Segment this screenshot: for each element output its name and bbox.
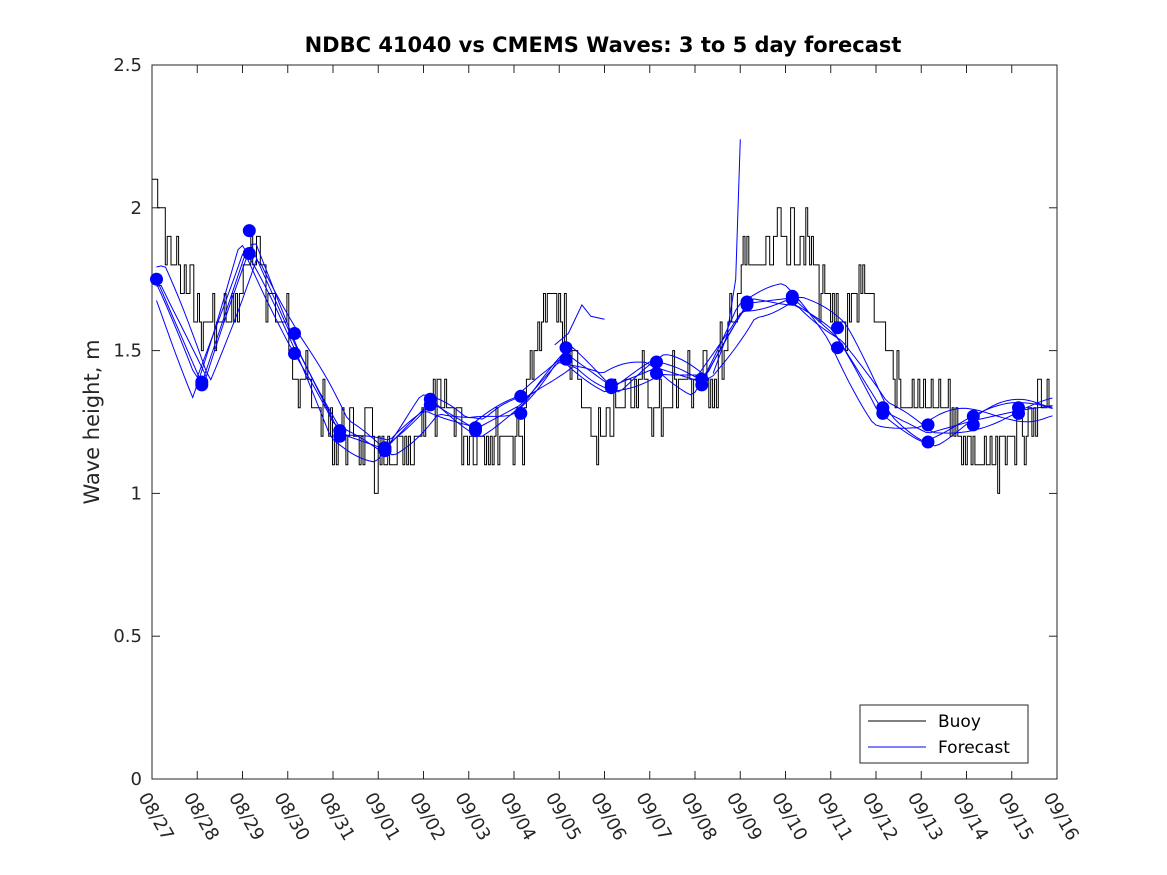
x-tick-label: 09/10 xyxy=(767,789,811,844)
forecast-marker xyxy=(378,444,392,458)
forecast-marker xyxy=(514,406,528,420)
forecast-marker xyxy=(921,418,935,432)
forecast-spike-line xyxy=(712,139,741,374)
legend-forecast-label: Forecast xyxy=(938,738,1010,758)
forecast-marker xyxy=(740,298,754,312)
forecast-marker xyxy=(604,381,618,395)
forecast-marker xyxy=(831,321,844,335)
x-tick-label: 09/14 xyxy=(948,789,992,844)
x-tick-label: 09/08 xyxy=(677,789,721,844)
forecast-series-line xyxy=(156,253,1053,450)
x-tick-label: 08/31 xyxy=(315,789,359,844)
forecast-series-line xyxy=(156,259,1053,456)
forecast-marker xyxy=(288,327,301,340)
forecast-marker xyxy=(469,424,482,438)
legend-box xyxy=(859,704,1029,764)
forecast-marker xyxy=(514,389,528,403)
y-tick-label: 0.5 xyxy=(113,626,142,647)
forecast-marker xyxy=(1012,406,1025,420)
x-tick-label: 09/05 xyxy=(541,789,585,844)
forecast-marker xyxy=(242,247,256,260)
forecast-marker xyxy=(288,347,301,360)
x-tick-label: 09/06 xyxy=(586,789,630,844)
x-tick-label: 09/07 xyxy=(631,789,675,844)
x-tick-label: 09/02 xyxy=(405,789,449,844)
x-tick-label: 08/27 xyxy=(134,789,178,844)
x-tick-label: 09/03 xyxy=(450,789,494,844)
x-tick-label: 08/30 xyxy=(269,789,313,844)
y-tick-label: 1 xyxy=(131,483,142,504)
forecast-marker xyxy=(423,398,437,412)
plot-area xyxy=(151,64,1058,780)
forecast-marker xyxy=(242,224,256,238)
y-tick-label: 1.5 xyxy=(113,341,142,362)
x-tick-label: 09/16 xyxy=(1039,789,1083,844)
forecast-series-line xyxy=(156,244,1053,463)
forecast-branch-line xyxy=(554,303,605,346)
x-tick-label: 09/15 xyxy=(993,789,1037,844)
series-layer xyxy=(152,139,1053,494)
x-tick-label: 09/12 xyxy=(858,789,902,844)
y-axis-label: Wave height, m xyxy=(80,339,104,504)
forecast-marker xyxy=(650,366,663,380)
x-tick-label: 09/13 xyxy=(903,789,947,844)
buoy-series-line xyxy=(152,178,1051,494)
x-tick-label: 09/04 xyxy=(496,789,540,844)
x-tick-label: 08/28 xyxy=(179,789,223,844)
forecast-marker xyxy=(695,378,709,392)
legend: Buoy Forecast xyxy=(859,704,1029,764)
y-tick-label: 2 xyxy=(131,198,142,219)
y-axis-ticks: 0 0.5 1 1.5 2 2.5 xyxy=(113,55,1057,790)
x-tick-label: 09/09 xyxy=(722,789,766,844)
y-tick-label: 2.5 xyxy=(113,55,142,76)
x-tick-label: 08/29 xyxy=(224,789,268,844)
forecast-marker xyxy=(559,352,573,366)
forecast-markers xyxy=(150,224,1025,458)
forecast-marker xyxy=(195,378,209,392)
forecast-marker xyxy=(785,292,799,306)
forecast-marker xyxy=(966,418,980,432)
x-tick-label: 09/01 xyxy=(360,789,404,844)
forecast-marker xyxy=(559,341,573,355)
forecast-marker xyxy=(921,435,935,449)
forecast-marker xyxy=(333,429,347,443)
forecast-marker xyxy=(876,406,890,420)
legend-buoy-label: Buoy xyxy=(938,712,981,732)
chart-title: NDBC 41040 vs CMEMS Waves: 3 to 5 day fo… xyxy=(305,33,902,57)
x-tick-label: 09/11 xyxy=(812,789,856,844)
forecast-series-line xyxy=(156,243,1053,441)
forecast-marker xyxy=(650,355,663,369)
forecast-marker xyxy=(150,272,163,286)
y-tick-label: 0 xyxy=(131,769,142,790)
forecast-marker xyxy=(831,341,844,355)
